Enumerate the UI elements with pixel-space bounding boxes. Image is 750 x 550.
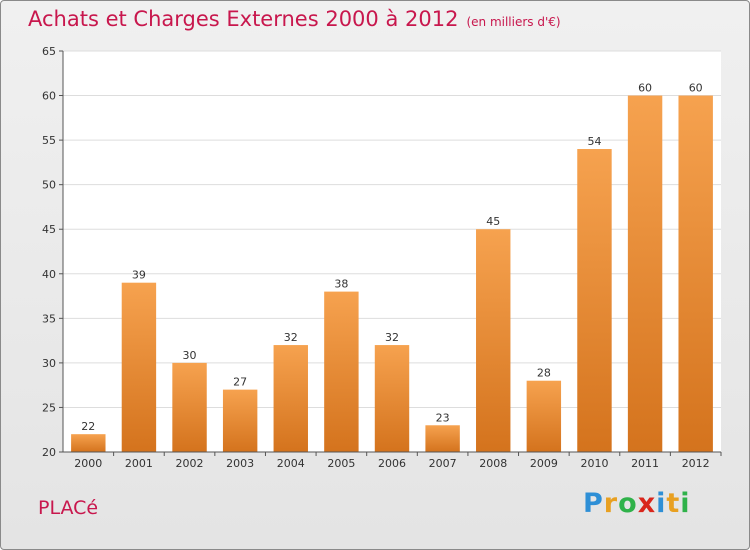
bar-2011 xyxy=(627,95,663,453)
x-tick-label: 2004 xyxy=(277,457,305,470)
value-labels: 22 39 30 27 32 38 32 23 45 28 54 60 60 xyxy=(81,82,702,434)
y-tick-label: 65 xyxy=(42,45,56,58)
x-tick-label: 2006 xyxy=(378,457,406,470)
bar-2008 xyxy=(476,229,511,452)
value-label: 39 xyxy=(132,269,146,282)
bar-2004 xyxy=(273,345,308,452)
x-tick-label: 2003 xyxy=(226,457,254,470)
x-tick-label: 2010 xyxy=(580,457,608,470)
bar-2002 xyxy=(172,362,207,452)
x-tick-label: 2005 xyxy=(327,457,355,470)
y-tick-label: 60 xyxy=(42,90,56,103)
chart-title: Achats et Charges Externes 2000 à 2012 (e… xyxy=(28,7,561,31)
value-label: 60 xyxy=(638,82,652,95)
value-label: 45 xyxy=(486,215,500,228)
y-axis-ticks: 20 25 30 35 40 45 50 55 60 65 xyxy=(42,45,56,459)
x-tick-label: 2011 xyxy=(631,457,659,470)
y-tick-label: 25 xyxy=(42,401,56,414)
value-label: 28 xyxy=(537,367,551,380)
value-label: 60 xyxy=(689,82,703,95)
x-tick-label: 2002 xyxy=(176,457,204,470)
bar-2003 xyxy=(222,389,258,452)
bar-2010 xyxy=(577,149,612,452)
bar-2009 xyxy=(526,380,562,452)
x-tick-label: 2001 xyxy=(125,457,153,470)
y-tick-label: 20 xyxy=(42,446,56,459)
x-tick-label: 2007 xyxy=(429,457,457,470)
x-tick-label: 2000 xyxy=(74,457,102,470)
value-label: 30 xyxy=(183,349,197,362)
logo-letter: P xyxy=(583,488,604,519)
y-tick-label: 30 xyxy=(42,357,56,370)
value-label: 27 xyxy=(233,376,247,389)
proxiti-logo: Proxiti xyxy=(583,488,691,519)
value-label: 32 xyxy=(385,331,399,344)
logo-letter: i xyxy=(656,488,667,519)
y-tick-label: 55 xyxy=(42,134,56,147)
bar-2000 xyxy=(71,434,106,452)
x-tick-label: 2009 xyxy=(530,457,558,470)
x-axis-ticks: 2000 2001 2002 2003 2004 2005 2006 2007 2008 2009… xyxy=(74,452,722,470)
bars xyxy=(71,95,713,453)
logo-letter: i xyxy=(680,488,691,519)
logo-letter: o xyxy=(618,488,638,519)
y-tick-label: 40 xyxy=(42,268,56,281)
value-label: 38 xyxy=(334,278,348,291)
bar-2006 xyxy=(374,345,410,452)
bar-2005 xyxy=(324,291,359,452)
bar-2012 xyxy=(678,95,713,453)
commune-name: PLACé xyxy=(38,497,99,519)
y-tick-label: 45 xyxy=(42,223,56,236)
value-label: 23 xyxy=(436,411,450,424)
y-tick-label: 35 xyxy=(42,312,56,325)
chart-subtitle: (en milliers d'€) xyxy=(466,15,561,29)
logo-letter: r xyxy=(603,488,619,519)
bar-2001 xyxy=(121,282,157,452)
logo-letter: t xyxy=(666,488,681,519)
logo-letter: x xyxy=(637,488,657,519)
value-label: 22 xyxy=(81,420,95,433)
bar-2007 xyxy=(425,425,460,452)
value-label: 32 xyxy=(284,331,298,344)
x-tick-label: 2012 xyxy=(682,457,710,470)
value-label: 54 xyxy=(587,135,601,148)
y-tick-label: 50 xyxy=(42,179,56,192)
x-tick-label: 2008 xyxy=(479,457,507,470)
chart-title-text: Achats et Charges Externes 2000 à 2012 xyxy=(28,7,459,31)
